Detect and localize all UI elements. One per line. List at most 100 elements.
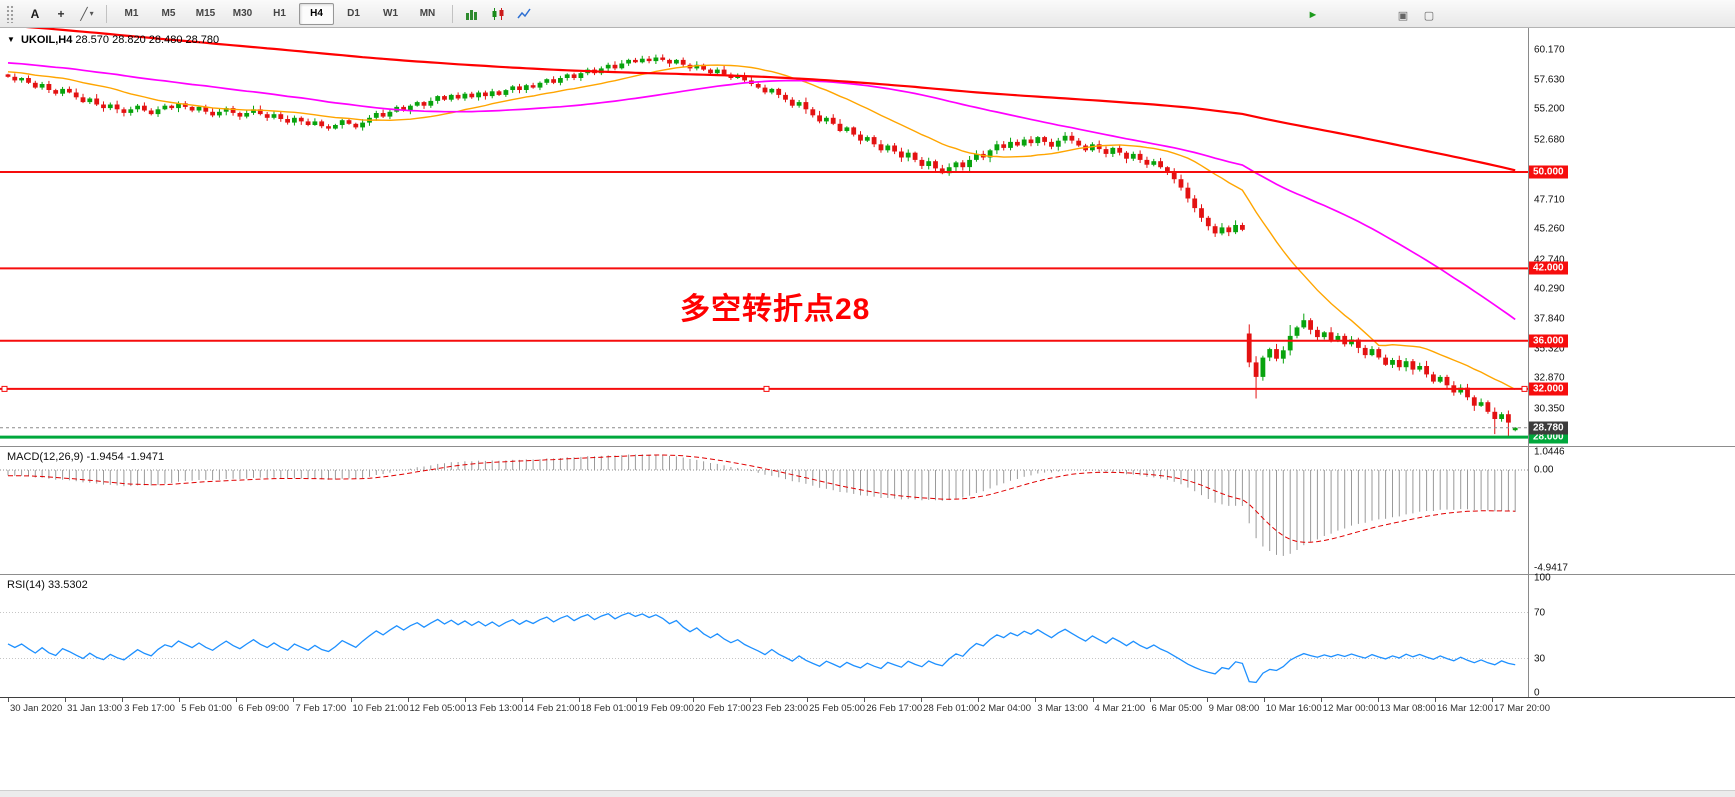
time-tick xyxy=(635,698,637,702)
time-tick xyxy=(1320,698,1322,702)
chart-collapse-icon[interactable]: ▼ xyxy=(7,35,15,44)
time-tick xyxy=(65,698,67,702)
price-level-tag-32.000: 32.000 xyxy=(1529,382,1568,396)
candlestick-chart-button[interactable] xyxy=(486,3,510,25)
rsi-panel: RSI(14) 33.5302 100 70 30 0 xyxy=(0,573,1735,699)
timeframe-button-M30[interactable]: M30 xyxy=(232,8,253,19)
price-level-tag-42.000: 42.000 xyxy=(1529,261,1568,275)
time-tick xyxy=(1092,698,1094,702)
candles-layer xyxy=(5,54,1518,439)
symbol-period-label: UKOIL,H4 xyxy=(20,34,73,46)
timeframe-button-MN[interactable]: MN xyxy=(419,8,436,19)
time-tick xyxy=(978,698,980,702)
timeframe-button-D1[interactable]: D1 xyxy=(347,8,360,19)
crosshair-tool-button[interactable]: + xyxy=(57,6,65,21)
macd-signal-line xyxy=(7,454,1516,543)
timeframe-button-M15[interactable]: M15 xyxy=(195,8,216,19)
autotrading-button[interactable]: ► xyxy=(1307,9,1319,21)
time-tick xyxy=(1434,698,1436,702)
timeframe-button-H4[interactable]: H4 xyxy=(299,2,334,25)
time-tick xyxy=(179,698,181,702)
macd-axis-label: 0.00 xyxy=(1534,464,1554,476)
tile-windows-button[interactable]: ▣ xyxy=(1397,9,1409,22)
time-tick xyxy=(521,698,523,702)
price-tick-label: 42.740 xyxy=(1534,254,1565,265)
price-axis[interactable]: 60.170 57.630 55.200 52.680 47.710 45.260 42.7… xyxy=(1528,28,1735,446)
time-label: 3 Mar 13:00 xyxy=(1037,703,1089,714)
time-tick xyxy=(1035,698,1037,702)
time-tick xyxy=(1206,698,1208,702)
price-tick-label: 55.200 xyxy=(1534,103,1565,115)
price-tick-label: 57.630 xyxy=(1534,74,1565,86)
price-tick-label: 47.710 xyxy=(1534,194,1565,206)
rsi-value: 33.5302 xyxy=(47,579,88,591)
ma-slow-red[interactable] xyxy=(8,28,1516,172)
toolbar-separator xyxy=(106,4,107,23)
price-tick-label: 40.290 xyxy=(1534,283,1565,295)
time-label: 12 Feb 05:00 xyxy=(409,703,466,714)
time-label: 9 Mar 08:00 xyxy=(1208,703,1260,714)
time-label: 6 Mar 05:00 xyxy=(1151,703,1203,714)
selection-handle[interactable] xyxy=(1521,385,1528,392)
time-label: 14 Feb 21:00 xyxy=(523,703,580,714)
time-tick xyxy=(807,698,809,702)
time-label: 5 Feb 01:00 xyxy=(181,703,232,714)
price-tick-label: 35.320 xyxy=(1534,343,1565,355)
time-tick xyxy=(864,698,866,702)
ma-fast-orange[interactable] xyxy=(7,64,1516,391)
time-tick xyxy=(1492,698,1493,702)
ma-medium-magenta[interactable] xyxy=(7,62,1516,321)
macd-histogram xyxy=(7,454,1516,556)
rsi-line xyxy=(7,612,1516,684)
rsi-axis[interactable]: 100 70 30 0 xyxy=(1528,573,1735,699)
timeframe-button-M5[interactable]: M5 xyxy=(161,8,176,19)
dropdown-caret-icon: ▾ xyxy=(89,9,94,18)
time-label: 10 Mar 16:00 xyxy=(1265,703,1322,714)
line-chart-button-icon xyxy=(517,8,531,18)
price-tick-label: 52.680 xyxy=(1534,134,1565,146)
candlestick-chart-button-icon xyxy=(492,7,504,20)
time-tick xyxy=(407,698,409,702)
moving-averages-layer xyxy=(7,28,1516,391)
toolbar: A + ╱ ▾ M1 M5 M15 M30 H1 H4 D1 W1 MN ► ▣ ▢ xyxy=(0,0,1735,28)
timeframe-button-W1[interactable]: W1 xyxy=(383,8,398,19)
toolbar-grip[interactable] xyxy=(6,4,15,23)
empty-area xyxy=(0,719,1735,790)
cascade-windows-button[interactable]: ▢ xyxy=(1423,9,1435,22)
timeframe-button-H1[interactable]: H1 xyxy=(273,8,286,19)
time-label: 6 Feb 09:00 xyxy=(238,703,290,714)
draw-line-tool-button[interactable]: ╱ ▾ xyxy=(80,6,94,21)
selection-handle[interactable] xyxy=(1,385,8,392)
rsi-chart-canvas[interactable] xyxy=(0,575,1528,697)
line-chart-button[interactable] xyxy=(512,3,536,25)
time-axis[interactable]: 30 Jan 2020 31 Jan 13:00 3 Feb 17:00 5 Feb … xyxy=(0,697,1735,720)
time-label: 31 Jan 13:00 xyxy=(67,703,123,714)
time-tick xyxy=(692,698,694,702)
chart-header: ▼ UKOIL,H4 28.570 28.820 28.480 28.780 xyxy=(7,34,219,46)
timeframe-button-M1[interactable]: M1 xyxy=(124,8,139,19)
time-tick xyxy=(8,698,9,702)
price-level-tag-50.000: 50.000 xyxy=(1529,165,1568,179)
time-label: 12 Mar 00:00 xyxy=(1322,703,1379,714)
chart-annotation-text[interactable]: 多空转折点28 xyxy=(680,293,871,326)
time-label: 2 Mar 04:00 xyxy=(980,703,1031,714)
bar-chart-button[interactable] xyxy=(460,3,484,25)
status-strip xyxy=(0,790,1735,797)
time-label: 10 Feb 21:00 xyxy=(352,703,409,714)
rsi-axis-label: 70 xyxy=(1534,607,1546,618)
macd-chart-canvas[interactable] xyxy=(0,447,1528,574)
price-chart-canvas[interactable] xyxy=(0,28,1528,446)
macd-axis[interactable]: 1.0446 0.00 -4.9417 xyxy=(1528,447,1735,574)
horizontal-levels-layer xyxy=(0,171,1528,439)
time-label: 16 Mar 12:00 xyxy=(1436,703,1493,714)
price-tick-label: 30.350 xyxy=(1534,403,1565,415)
selection-handle[interactable] xyxy=(763,385,770,392)
time-tick xyxy=(1263,698,1265,702)
time-label: 28 Feb 01:00 xyxy=(923,703,980,714)
rsi-axis-label: 30 xyxy=(1534,653,1546,664)
current-price-tag: 28.780 xyxy=(1529,421,1568,435)
text-label-tool-button[interactable]: A xyxy=(30,6,40,21)
bar-chart-button-icon xyxy=(466,9,477,20)
time-label: 3 Feb 17:00 xyxy=(124,703,175,714)
time-label: 4 Mar 21:00 xyxy=(1094,703,1146,714)
